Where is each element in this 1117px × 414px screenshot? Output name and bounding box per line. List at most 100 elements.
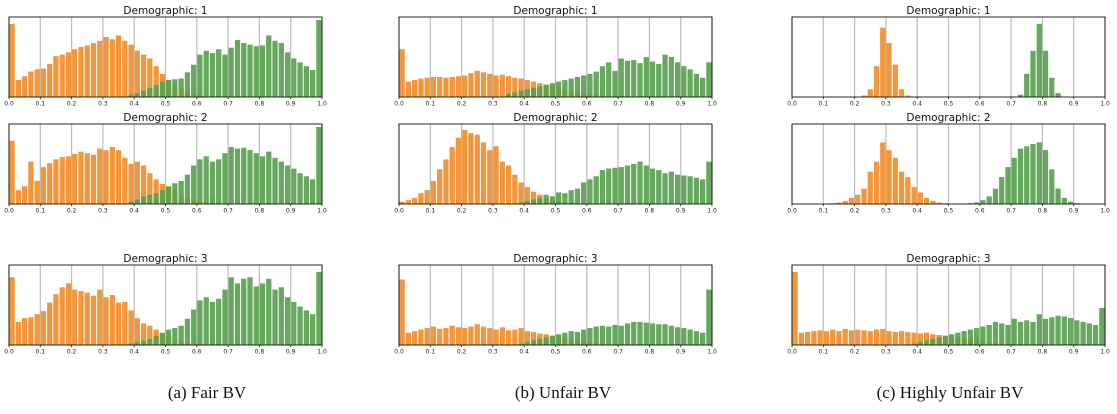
x-tick-label: 0.3 (881, 349, 891, 356)
orange-bar (28, 161, 34, 204)
orange-bar (487, 150, 493, 204)
green-bar (674, 327, 681, 345)
green-bar (203, 297, 209, 345)
orange-bar (103, 150, 109, 204)
caption-a: (a) Fair BV (167, 383, 247, 402)
orange-bar (109, 147, 115, 204)
orange-bar (462, 328, 468, 345)
orange-bar (153, 66, 159, 97)
green-bar (936, 337, 942, 345)
x-tick-label: 0.4 (912, 101, 922, 108)
x-tick-label: 1.0 (707, 101, 717, 108)
green-bar (316, 20, 322, 97)
green-bar (1036, 314, 1042, 345)
green-bar (612, 324, 618, 345)
histogram-svg: Demographic: 1 0.0 0.1 0.2 0.3 0.4 0.5 0.6 0.7 0.… (394, 5, 717, 108)
green-bar (599, 325, 606, 345)
green-bar (549, 335, 555, 345)
orange-bar (147, 173, 153, 204)
green-bar (234, 148, 241, 204)
orange-bar (848, 330, 855, 345)
green-bar (284, 52, 291, 97)
green-bar (587, 73, 593, 97)
green-bar (253, 286, 259, 345)
orange-bar (115, 35, 122, 97)
green-bar (259, 283, 266, 345)
orange-bar (449, 325, 455, 345)
x-tick-label: 0.1 (36, 208, 46, 215)
orange-bar (90, 295, 97, 345)
x-tick-label: 0.8 (255, 208, 265, 215)
orange-bar (898, 331, 905, 345)
orange-bar (153, 179, 159, 204)
green-bar (668, 325, 674, 345)
x-tick-label: 0.6 (192, 101, 202, 108)
green-bar (643, 165, 649, 204)
green-bar (668, 56, 674, 97)
green-bar (543, 337, 549, 345)
green-bar (687, 329, 693, 345)
x-tick-label: 1.0 (317, 101, 327, 108)
green-bar (166, 329, 172, 345)
orange-bar (72, 153, 78, 204)
x-tick-label: 0.8 (1038, 208, 1048, 215)
panel-title: Demographic: 2 (906, 112, 990, 124)
orange-bar (103, 297, 109, 345)
orange-bar (65, 52, 72, 97)
x-tick-label: 0.9 (1069, 349, 1079, 356)
x-tick-label: 0.2 (67, 101, 77, 108)
x-tick-label: 0.3 (98, 208, 108, 215)
green-bar (674, 62, 681, 97)
green-bar (706, 161, 712, 204)
orange-bar (880, 142, 886, 204)
orange-bar (22, 318, 28, 345)
green-bar (1061, 316, 1067, 345)
orange-bar (505, 330, 512, 345)
green-bar (284, 297, 291, 345)
orange-bar (449, 76, 455, 97)
x-tick-label: 0.6 (975, 349, 985, 356)
green-bar (1030, 321, 1036, 345)
orange-bar (34, 314, 40, 345)
green-bar (649, 323, 656, 345)
orange-bar (399, 49, 405, 97)
green-bar (228, 277, 234, 345)
green-bar (693, 73, 699, 97)
caption-b: (b) Unfair BV (514, 383, 612, 402)
orange-bar (412, 331, 418, 345)
green-bar (172, 183, 178, 204)
x-tick-label: 0.1 (819, 208, 829, 215)
orange-bar (823, 331, 830, 345)
orange-bar (65, 283, 72, 345)
orange-bar (836, 202, 842, 204)
x-tick-label: 0.5 (551, 349, 561, 356)
green-bar (266, 278, 272, 345)
x-tick-label: 0.0 (4, 101, 14, 108)
green-bar (309, 314, 316, 345)
x-tick-label: 0.5 (161, 101, 171, 108)
green-bar (556, 81, 562, 97)
x-tick-label: 0.1 (819, 349, 829, 356)
x-tick-label: 0.3 (98, 101, 108, 108)
orange-bar (917, 333, 923, 345)
x-tick-label: 0.1 (426, 101, 436, 108)
green-bar (537, 338, 543, 345)
x-tick-label: 0.7 (613, 349, 623, 356)
orange-bar (449, 147, 455, 204)
green-bar (1030, 50, 1036, 97)
green-bar (606, 62, 612, 97)
orange-bar (47, 302, 53, 345)
green-bar (316, 271, 322, 345)
green-bar (297, 62, 303, 97)
orange-bar (72, 289, 78, 345)
orange-bar (811, 331, 817, 345)
orange-bar (474, 324, 480, 345)
orange-bar (861, 95, 867, 97)
green-bar (530, 199, 537, 204)
panel-title: Demographic: 2 (123, 112, 207, 124)
green-bar (518, 202, 524, 204)
green-bar (278, 43, 284, 97)
green-bar (272, 289, 278, 345)
x-tick-label: 0.3 (881, 101, 891, 108)
green-bar (128, 94, 134, 97)
